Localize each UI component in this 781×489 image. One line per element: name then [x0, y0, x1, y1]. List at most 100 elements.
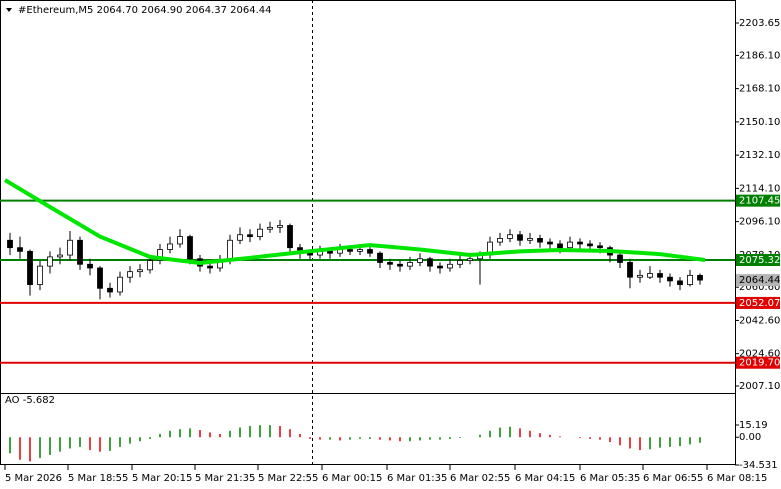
candle-body — [177, 236, 183, 245]
candle-body — [127, 271, 133, 278]
candle-body — [57, 254, 63, 258]
level-label: 2075.32 — [739, 255, 780, 266]
candle-body — [647, 273, 653, 278]
ao-y-tick-label: 0.00 — [739, 432, 761, 443]
ao-y-tick-label: 15.19 — [739, 420, 768, 431]
candle-body — [467, 258, 473, 261]
candle-body — [207, 265, 213, 269]
level-label-box — [736, 194, 780, 207]
candle-body — [507, 234, 513, 239]
x-tick-label: 6 Mar 06:55 — [643, 473, 703, 484]
price-label-box — [736, 274, 780, 287]
candle-body — [697, 274, 703, 281]
candle-body — [657, 273, 663, 278]
candle-body — [347, 249, 353, 252]
candle-body — [7, 239, 13, 249]
ao-label: AO -5.682 — [5, 395, 55, 406]
y-tick-label: 2114.10 — [739, 183, 780, 194]
candle-body — [577, 241, 583, 245]
candle-body — [227, 239, 233, 261]
level-label: 2019.70 — [739, 358, 780, 369]
chart-header: #Ethereum,M5 2064.70 2064.90 2064.37 206… — [18, 5, 272, 16]
candle-body — [557, 243, 563, 249]
y-tick-label: 2132.10 — [739, 150, 780, 161]
candle-body — [167, 243, 173, 250]
candle-body — [637, 274, 643, 278]
candle-body — [447, 263, 453, 269]
x-tick-label: 5 Mar 2026 — [5, 473, 62, 484]
candle-body — [387, 262, 393, 265]
candle-body — [677, 280, 683, 285]
candle-body — [357, 249, 363, 252]
candle-body — [77, 239, 83, 265]
candle-body — [87, 263, 93, 269]
candle-body — [17, 247, 23, 252]
x-tick-label: 6 Mar 05:35 — [580, 473, 640, 484]
y-tick-label: 2042.60 — [739, 315, 780, 326]
candle-body — [667, 276, 673, 282]
candle-body — [37, 265, 43, 285]
candle-body — [437, 265, 443, 269]
x-tick-label: 6 Mar 00:15 — [322, 473, 382, 484]
candle-body — [617, 254, 623, 263]
candle-body — [277, 225, 283, 228]
candle-body — [597, 245, 603, 249]
candle-body — [247, 234, 253, 237]
y-tick-label: 2186.10 — [739, 50, 780, 61]
candle-body — [137, 269, 143, 273]
level-label-box — [736, 296, 780, 309]
candle-body — [517, 234, 523, 241]
candle-body — [117, 276, 123, 293]
candle-body — [457, 260, 463, 265]
candle-body — [287, 225, 293, 249]
ao-y-tick-label: -34.531 — [739, 460, 778, 471]
candle-body — [567, 241, 573, 249]
candle-body — [67, 239, 73, 256]
candle-body — [587, 243, 593, 247]
candle-body — [427, 258, 433, 267]
candle-body — [547, 241, 553, 245]
y-tick-label: 2168.10 — [739, 84, 780, 95]
candle-body — [407, 262, 413, 267]
candle-body — [47, 256, 53, 267]
x-tick-label: 6 Mar 04:15 — [515, 473, 575, 484]
y-tick-label: 2060.60 — [739, 282, 780, 293]
candle-body — [157, 249, 163, 261]
candle-body — [537, 238, 543, 243]
candle-body — [107, 287, 113, 293]
candle-body — [367, 249, 373, 254]
plot-frame — [0, 0, 736, 465]
x-tick-label: 6 Mar 02:55 — [450, 473, 510, 484]
price-label: 2064.44 — [739, 275, 780, 286]
candle-body — [627, 262, 633, 278]
y-tick-label: 2096.10 — [739, 217, 780, 228]
y-tick-label: 2203.65 — [739, 18, 780, 29]
x-tick-label: 5 Mar 18:55 — [68, 473, 128, 484]
y-tick-label: 2024.60 — [739, 349, 780, 360]
candle-body — [27, 250, 33, 285]
candle-body — [307, 252, 313, 256]
candle-body — [257, 228, 263, 237]
x-tick-label: 6 Mar 08:15 — [707, 473, 767, 484]
level-label-box — [736, 356, 780, 369]
candle-body — [497, 238, 503, 243]
candle-body — [527, 238, 533, 241]
y-tick-label: 2007.10 — [739, 381, 780, 392]
candle-body — [237, 234, 243, 241]
candle-body — [187, 236, 193, 260]
level-label: 2052.07 — [739, 298, 780, 309]
x-tick-label: 6 Mar 01:35 — [387, 473, 447, 484]
candle-body — [147, 260, 153, 271]
candle-body — [327, 250, 333, 254]
x-tick-label: 5 Mar 22:55 — [258, 473, 318, 484]
candle-body — [267, 226, 273, 230]
candle-body — [97, 267, 103, 289]
level-label: 2107.45 — [739, 196, 780, 207]
candle-body — [377, 252, 383, 263]
x-tick-label: 5 Mar 21:35 — [195, 473, 255, 484]
level-label-box — [736, 253, 780, 266]
y-tick-label: 2150.10 — [739, 117, 780, 128]
candle-body — [397, 263, 403, 267]
